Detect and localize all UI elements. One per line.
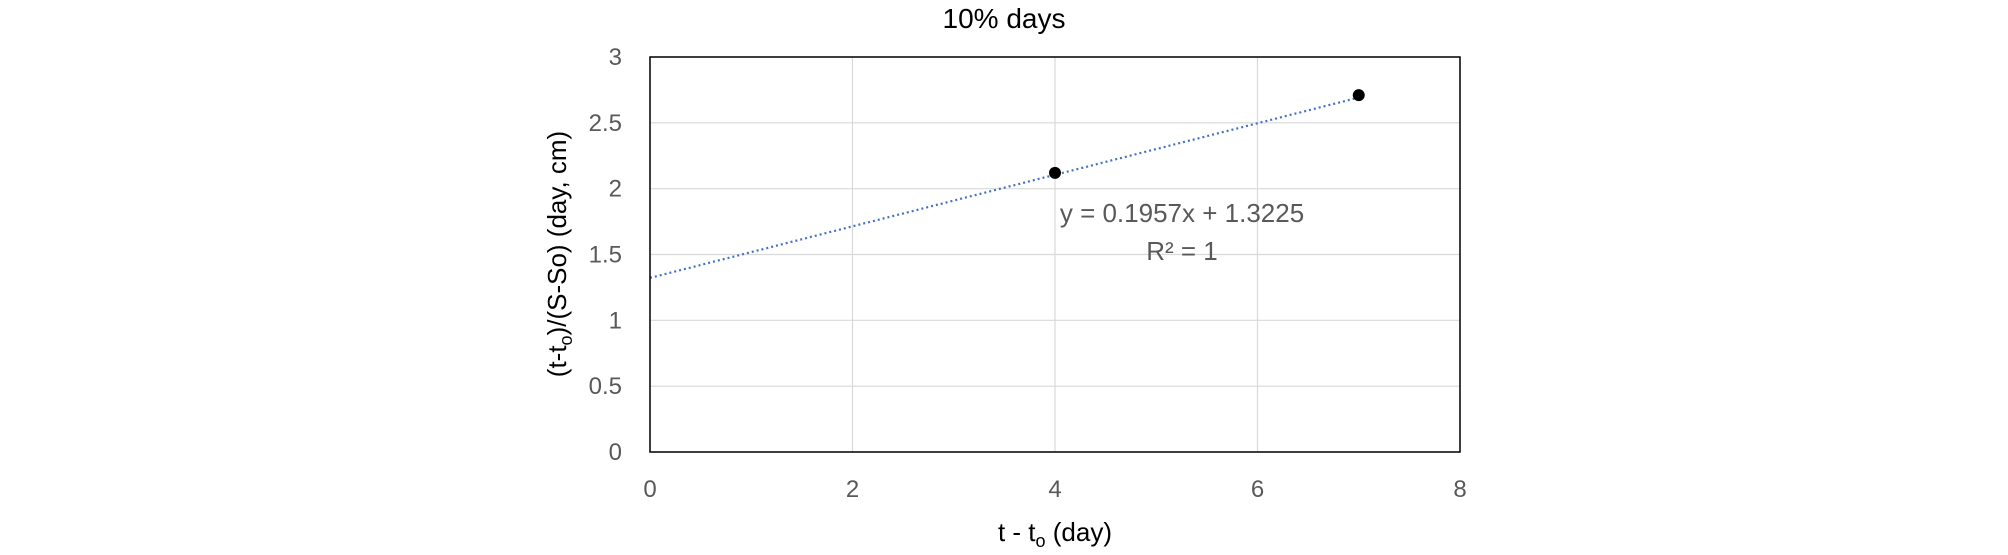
y-tick-label-1: 0.5 — [589, 373, 622, 400]
x-axis-label: t - to (day) — [998, 517, 1112, 551]
y-tick-label-2: 1 — [609, 307, 622, 334]
data-point-1 — [1352, 89, 1365, 102]
y-tick-label-6: 3 — [609, 44, 622, 71]
trendline-layer — [649, 96, 1360, 279]
y-axis-label: (t-to)/(S-So) (day, cm) — [542, 131, 576, 377]
y-tick-label-0: 0 — [609, 439, 622, 466]
x-tick-label-3: 6 — [1251, 476, 1264, 503]
x-tick-label-0: 0 — [643, 476, 656, 503]
trendline-r-squared: R² = 1 — [1146, 236, 1218, 266]
x-tick-label-1: 2 — [846, 476, 859, 503]
x-axis-tick-labels: 0 2 4 6 8 — [643, 476, 1466, 503]
x-axis-label-subscript: o — [1036, 531, 1046, 551]
y-tick-label-3: 1.5 — [589, 242, 622, 269]
grid-lines — [649, 56, 1461, 453]
y-tick-label-5: 2.5 — [589, 110, 622, 137]
plot-area-border — [649, 56, 1461, 453]
data-point-0 — [1049, 166, 1061, 179]
data-points — [1049, 89, 1365, 179]
trendline — [649, 96, 1360, 279]
y-tick-label-4: 2 — [609, 176, 622, 203]
chart-title: 10% days — [943, 3, 1066, 34]
y-axis-label-subscript: o — [556, 335, 576, 345]
x-tick-label-2: 4 — [1048, 476, 1061, 503]
y-axis-label-main: (t-t — [542, 345, 572, 378]
y-axis-tick-labels: 0 0.5 1 1.5 2 2.5 3 — [589, 44, 622, 466]
y-axis-label-tail: )/(S-So) (day, cm) — [542, 131, 572, 336]
x-tick-label-4: 8 — [1453, 476, 1466, 503]
x-axis-label-tail: (day) — [1046, 517, 1112, 547]
trendline-equation: y = 0.1957x + 1.3225 — [1060, 198, 1304, 228]
x-axis-label-main: t - t — [998, 517, 1036, 547]
